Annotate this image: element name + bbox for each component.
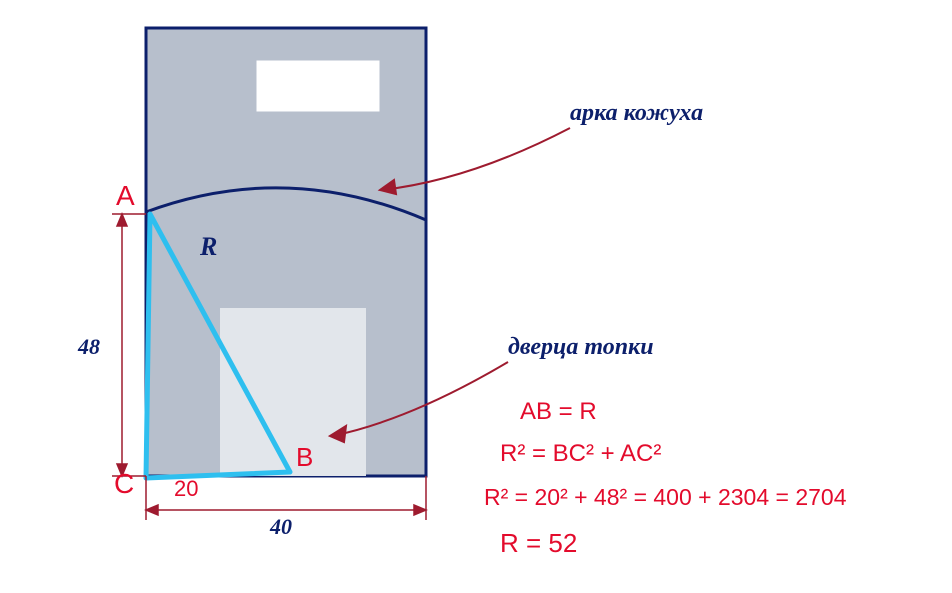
vertex-A: A bbox=[116, 180, 135, 212]
hw-line-3: R = 52 bbox=[500, 528, 577, 559]
label-R: R bbox=[200, 232, 217, 262]
hw-line-0: AB = R bbox=[520, 398, 597, 426]
top-window bbox=[258, 62, 378, 110]
label-dvertsa: дверца топки bbox=[508, 334, 654, 361]
vertex-B: B bbox=[296, 442, 313, 473]
dim-20: 20 bbox=[174, 476, 198, 502]
dim-vertical bbox=[112, 214, 146, 476]
label-arka: арка кожуха bbox=[570, 100, 703, 127]
dim-40: 40 bbox=[270, 514, 292, 540]
dim-48: 48 bbox=[78, 334, 100, 360]
firebox-door bbox=[220, 308, 366, 476]
hw-line-1: R² = BC² + AC² bbox=[500, 440, 661, 468]
hw-line-2: R² = 20² + 48² = 400 + 2304 = 2704 bbox=[484, 484, 847, 511]
diagram-root: арка кожуха дверца топки R 48 40 20 A B … bbox=[30, 10, 930, 580]
vertex-C: C bbox=[114, 468, 134, 500]
